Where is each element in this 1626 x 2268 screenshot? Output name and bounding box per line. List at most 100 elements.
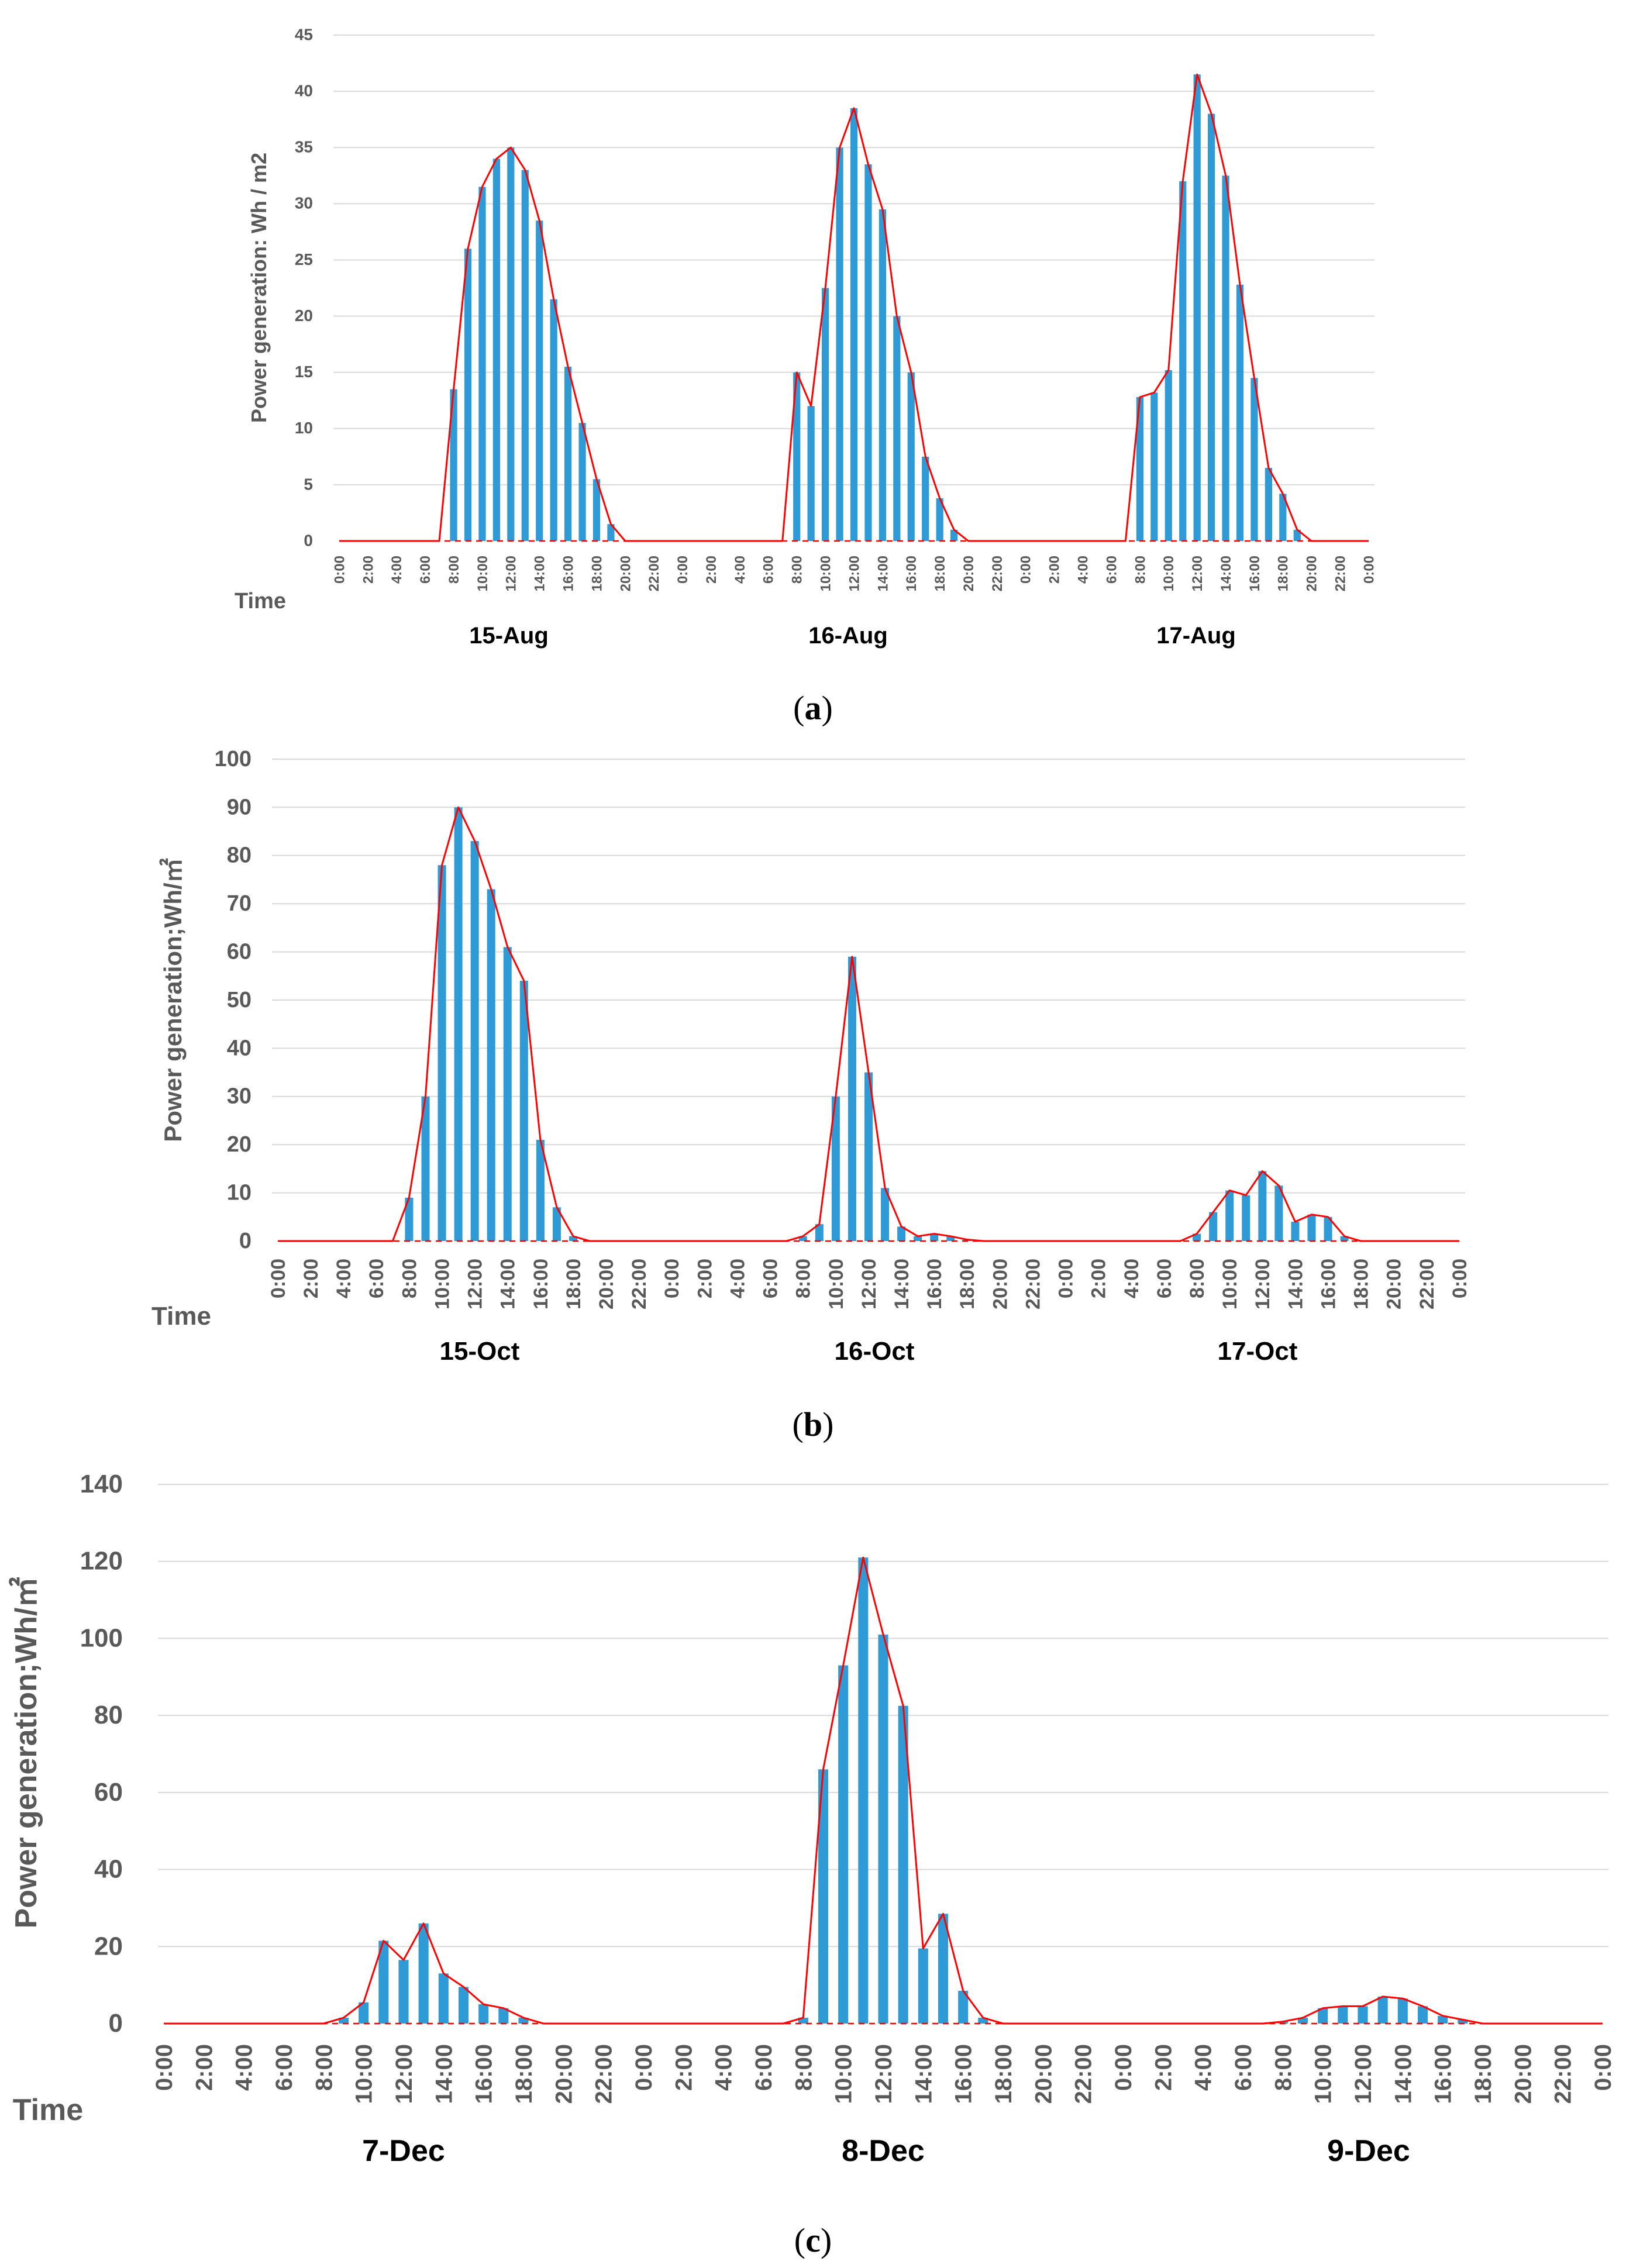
y-tick-label: 20 — [227, 1132, 252, 1157]
data-bar — [838, 1665, 849, 2024]
data-bar — [607, 524, 615, 541]
x-tick-label: 8:00 — [446, 556, 462, 584]
data-bar — [1324, 1216, 1332, 1241]
x-tick-label: 0:00 — [675, 556, 691, 584]
data-bar — [552, 1207, 561, 1241]
data-bar — [798, 2018, 808, 2024]
x-tick-label: 10:00 — [818, 556, 834, 591]
data-bar — [1225, 1190, 1234, 1241]
data-bar — [936, 498, 943, 541]
data-bar — [1258, 1171, 1267, 1241]
x-tick-label: 8:00 — [791, 2044, 817, 2091]
data-bar — [1136, 397, 1143, 541]
x-tick-label: 16:00 — [924, 1259, 946, 1309]
data-bar — [478, 187, 486, 541]
x-tick-label: 20:00 — [1304, 556, 1320, 591]
data-bar — [864, 164, 872, 541]
x-tick-label: 12:00 — [1252, 1259, 1274, 1309]
x-tick-label: 12:00 — [846, 556, 862, 591]
x-tick-label: 22:00 — [628, 1259, 650, 1309]
y-tick-label: 20 — [94, 1932, 123, 1960]
data-bar — [470, 841, 479, 1241]
x-tick-label: 16:00 — [471, 2044, 497, 2104]
data-bar — [1193, 74, 1201, 542]
x-tick-label: 0:00 — [661, 1259, 683, 1298]
data-bar — [478, 2004, 489, 2024]
data-bar — [1338, 2006, 1348, 2024]
x-tick-label: 6:00 — [1153, 1259, 1176, 1298]
x-tick-label: 4:00 — [1076, 556, 1091, 584]
data-bar — [864, 1072, 873, 1241]
x-tick-label: 20:00 — [961, 556, 977, 591]
data-bar — [592, 479, 601, 541]
x-tick-label: 14:00 — [1218, 556, 1234, 591]
y-tick-label: 0 — [239, 1229, 252, 1253]
data-bar — [978, 2018, 988, 2024]
data-bar — [1277, 2021, 1288, 2024]
x-tick-label: 12:00 — [1351, 2044, 1376, 2104]
panel-label-open: ( — [793, 1405, 804, 1443]
x-tick-label: 2:00 — [300, 1259, 322, 1298]
data-bar — [487, 889, 495, 1241]
date-label: 8-Dec — [842, 2134, 925, 2168]
data-bar — [1265, 468, 1272, 541]
x-tick-label: 14:00 — [497, 1259, 519, 1309]
x-tick-label: 2:00 — [704, 556, 719, 584]
x-tick-label: 14:00 — [911, 2044, 936, 2104]
x-tick-label: 12:00 — [504, 556, 519, 591]
x-tick-label: 20:00 — [1510, 2044, 1536, 2104]
data-bar — [1397, 1998, 1408, 2024]
data-bar — [498, 2008, 509, 2024]
data-bar — [405, 1197, 414, 1241]
x-tick-label: 14:00 — [532, 556, 548, 591]
series-line — [278, 806, 1459, 1242]
data-bar — [1358, 2006, 1368, 2024]
x-tick-label: 20:00 — [595, 1259, 618, 1309]
data-bar — [922, 456, 929, 541]
date-label: 17-Oct — [1218, 1337, 1298, 1366]
x-tick-label: 4:00 — [732, 556, 748, 584]
data-bar — [398, 1960, 409, 2024]
date-label: 9-Dec — [1327, 2134, 1410, 2168]
panel-label: (b) — [793, 1405, 834, 1443]
y-tick-label: 25 — [295, 250, 313, 268]
y-tick-label: 100 — [80, 1624, 123, 1652]
y-tick-label: 0 — [109, 2009, 123, 2038]
x-tick-label: 2:00 — [694, 1259, 716, 1298]
y-tick-label: 15 — [295, 363, 313, 381]
x-tick-label: 20:00 — [551, 2044, 577, 2104]
x-tick-label: 22:00 — [1416, 1259, 1438, 1309]
data-bar — [437, 865, 446, 1241]
y-tick-label: 30 — [227, 1084, 252, 1109]
data-bar — [569, 1236, 578, 1241]
data-bar — [898, 1705, 908, 2024]
x-tick-label: 18:00 — [1351, 1259, 1373, 1309]
y-tick-label: 35 — [295, 138, 313, 156]
x-tick-label: 6:00 — [761, 556, 777, 584]
data-bar — [836, 147, 843, 541]
data-bar — [950, 529, 958, 541]
x-tick-label: 14:00 — [1284, 1259, 1307, 1309]
data-bar — [1417, 2006, 1428, 2024]
data-bar — [454, 807, 463, 1241]
data-bar — [1279, 494, 1287, 541]
data-bar — [914, 1236, 922, 1241]
data-bar — [418, 1923, 429, 2024]
data-bar — [878, 1634, 888, 2024]
data-bar — [1297, 2018, 1308, 2024]
x-tick-label: 18:00 — [1276, 556, 1291, 591]
x-tick-label: 12:00 — [391, 2044, 417, 2104]
y-tick-label: 60 — [227, 940, 252, 964]
x-tick-label: 8:00 — [1186, 1259, 1208, 1298]
data-bar — [1242, 1195, 1250, 1241]
x-tick-label: 6:00 — [271, 2044, 297, 2091]
x-axis-label: Time — [13, 2093, 83, 2127]
x-tick-label: 12:00 — [464, 1259, 487, 1309]
data-bar — [1377, 1996, 1388, 2024]
x-tick-label: 0:00 — [267, 1259, 290, 1298]
data-bar — [1291, 1222, 1300, 1241]
data-bar — [793, 372, 801, 541]
x-axis-label: Time — [151, 1302, 211, 1331]
data-bar — [1209, 1212, 1218, 1241]
data-bar — [1150, 392, 1158, 541]
